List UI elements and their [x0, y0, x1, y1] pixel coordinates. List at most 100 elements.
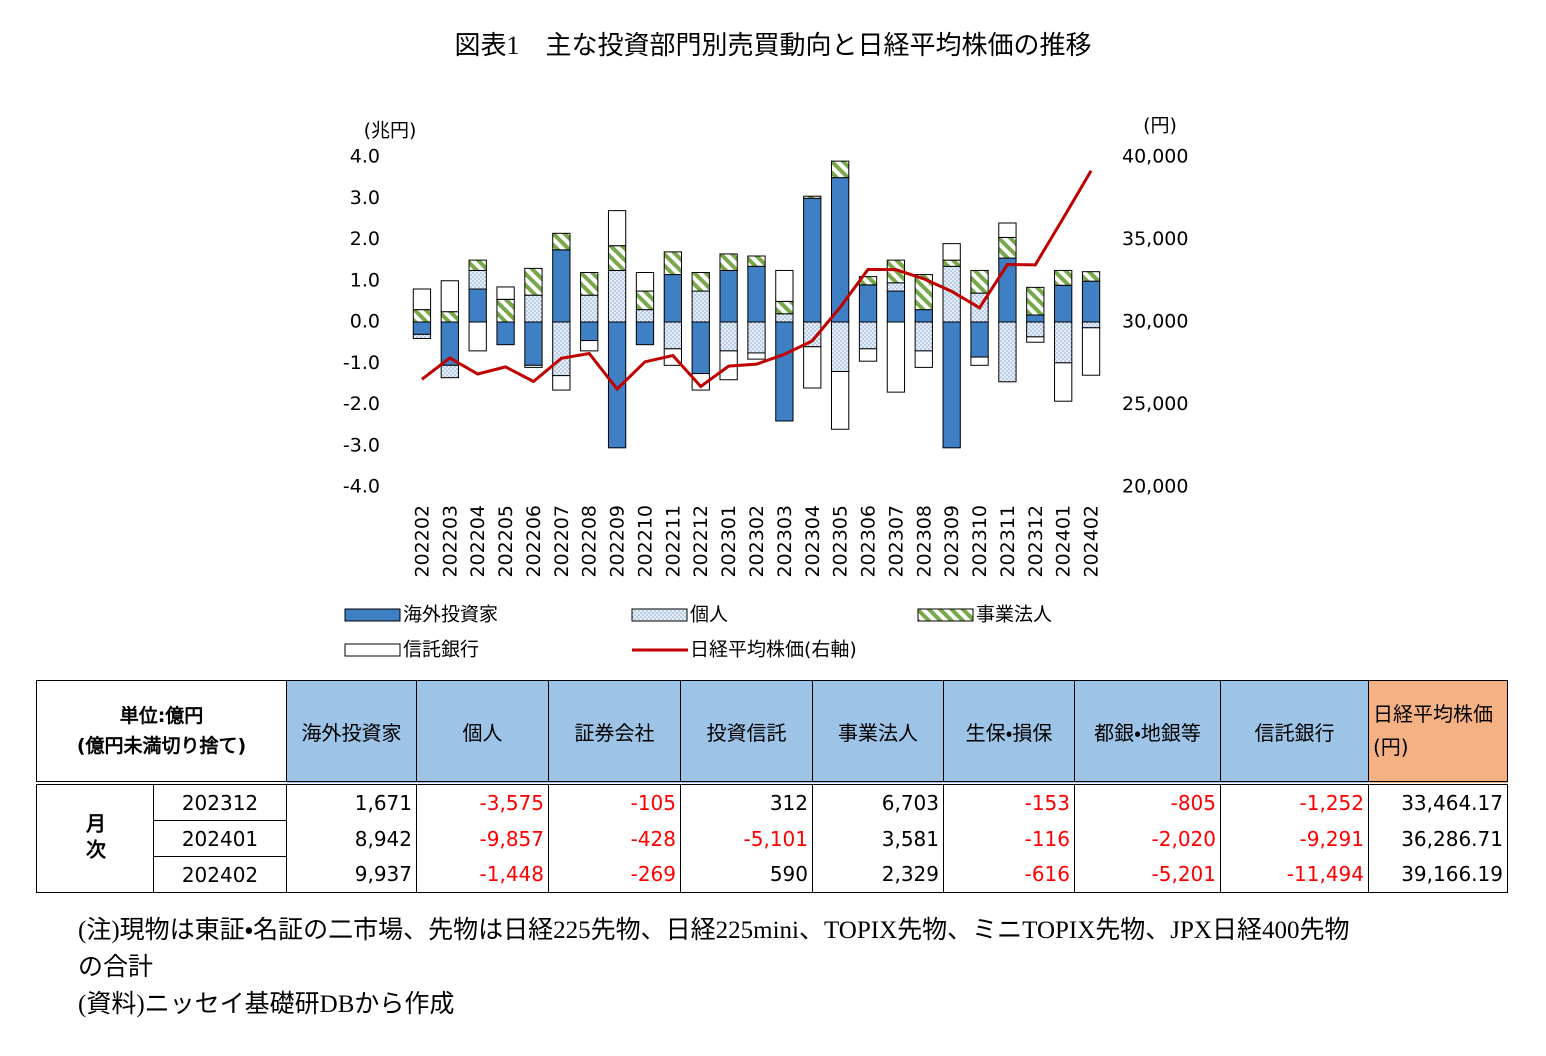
column-header: 海外投資家 — [286, 680, 417, 785]
table-cell: 8,942 — [286, 820, 417, 857]
bar — [970, 269, 989, 294]
bar — [635, 290, 655, 311]
bar — [970, 321, 989, 358]
bar — [691, 272, 710, 292]
bar — [886, 282, 906, 292]
bar — [830, 371, 850, 430]
bar — [775, 300, 794, 315]
y2-tick-label: 25,000 — [1122, 393, 1188, 415]
bar — [580, 321, 599, 342]
bar — [1054, 362, 1073, 402]
legend-label: 海外投資家 — [403, 604, 498, 626]
x-tick-label: 202302 — [746, 505, 768, 578]
x-tick-label: 202312 — [1025, 505, 1047, 578]
bar — [719, 321, 738, 352]
y-tick-label: 0.0 — [350, 311, 380, 333]
bar — [942, 259, 961, 267]
bar — [1081, 321, 1101, 329]
note: (注)現物は東証・名証の二市場、先物は日経225先物、日経225mini、TOP… — [78, 917, 1350, 981]
x-tick-label: 202301 — [718, 505, 740, 578]
column-header: 投資信託 — [680, 680, 813, 785]
x-tick-label: 202401 — [1053, 505, 1075, 578]
column-header: 証券会社 — [548, 680, 681, 785]
column-header: 生保・損保 — [943, 680, 1075, 785]
y-tick-label: 2.0 — [350, 228, 380, 250]
table-cell: 312 — [680, 782, 813, 821]
row-label: 202402 — [153, 856, 287, 893]
bar — [552, 375, 571, 391]
bar — [635, 321, 655, 346]
y2-tick-label: 20,000 — [1122, 476, 1188, 498]
column-header: 日経平均株価(円) — [1368, 680, 1508, 785]
bar — [691, 321, 710, 375]
table-cell: 39,166.19 — [1368, 856, 1508, 893]
bar — [552, 249, 571, 323]
bar — [440, 364, 459, 379]
bar — [914, 321, 933, 352]
table-cell: -105 — [548, 782, 681, 821]
column-header: 信託銀行 — [1220, 680, 1369, 785]
bar — [552, 232, 571, 251]
bar — [1054, 321, 1073, 364]
row-label: 202312 — [153, 782, 287, 821]
legend-label: 事業法人 — [976, 604, 1052, 626]
bar — [1026, 286, 1045, 316]
bar — [412, 288, 432, 311]
bar — [747, 352, 766, 360]
bar — [747, 255, 766, 267]
table-cell: 6,703 — [812, 782, 944, 821]
table-cell: -428 — [548, 820, 681, 857]
table-cell: -1,252 — [1220, 782, 1369, 821]
data-table: 単位:億円 (億円未満切り捨て) 海外投資家 個人 証券会社 投資信託 事業法人 生保・損保… — [36, 680, 1508, 893]
table-cell: 36,286.71 — [1368, 820, 1508, 857]
table-cell: 33,464.17 — [1368, 782, 1508, 821]
bar — [747, 265, 766, 323]
table-row: 202402 9,937 -1,448 -269 590 2,329 -616 -5,201-… — [37, 856, 1508, 893]
legend-label: 個人 — [690, 604, 728, 626]
bar — [524, 294, 543, 323]
table-cell: -2,020 — [1074, 820, 1221, 857]
x-tick-label: 202306 — [858, 505, 880, 578]
bar — [468, 321, 487, 352]
x-tick-label: 202212 — [690, 505, 712, 578]
bar — [552, 321, 571, 377]
x-tick-label: 202308 — [913, 505, 935, 578]
x-tick-label: 202307 — [885, 505, 907, 578]
y-tick-label: 3.0 — [350, 187, 380, 209]
x-tick-label: 202211 — [662, 505, 684, 578]
x-tick-label: 202204 — [467, 505, 489, 578]
x-tick-label: 202305 — [830, 505, 852, 578]
bar — [580, 340, 599, 352]
x-tick-label: 202311 — [997, 505, 1019, 578]
y-tick-label: -2.0 — [343, 393, 380, 415]
bar — [858, 284, 878, 323]
table-row: 202401 8,942 -9,857 -428 -5,101 3,581 -116 -2,0… — [37, 820, 1508, 857]
x-tick-label: 202402 — [1081, 505, 1103, 578]
bar — [1026, 336, 1045, 343]
bar — [496, 298, 515, 323]
bar — [914, 274, 933, 311]
bar — [635, 309, 655, 323]
bar — [914, 350, 933, 368]
line — [421, 169, 1093, 392]
bar — [524, 267, 543, 296]
table-cell: -616 — [943, 856, 1075, 893]
bar — [663, 251, 683, 276]
bar — [440, 311, 459, 323]
x-tick-label: 202309 — [941, 505, 963, 578]
chart-title: 図表1 主な投資部門別売買動向と日経平均株価の推移 — [454, 31, 1091, 60]
x-tick-label: 202203 — [439, 505, 461, 578]
table-cell: -1,448 — [416, 856, 549, 893]
bar — [1054, 284, 1073, 323]
bar — [496, 321, 515, 346]
x-tick-label: 202207 — [551, 505, 573, 578]
bar — [635, 272, 655, 292]
table-cell: -5,201 — [1074, 856, 1221, 893]
bar — [719, 253, 738, 271]
bar — [468, 269, 487, 290]
table-cell: -9,857 — [416, 820, 549, 857]
y-tick-label: -4.0 — [343, 476, 380, 498]
bar — [691, 290, 710, 323]
bar — [663, 321, 683, 350]
